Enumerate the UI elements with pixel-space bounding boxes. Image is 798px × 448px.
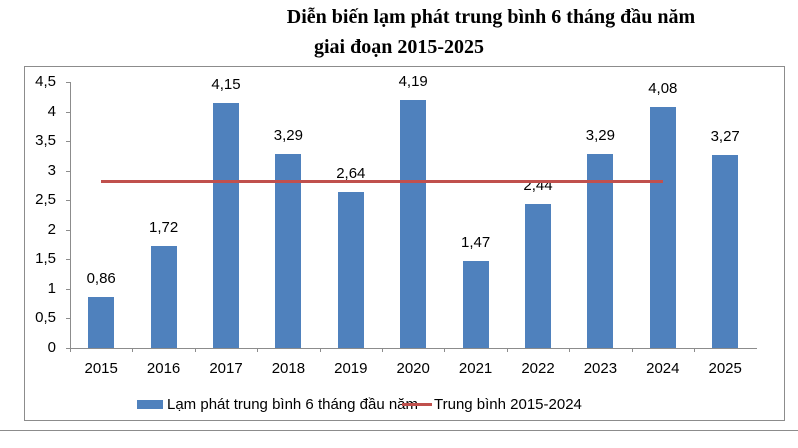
y-tick-label: 1 bbox=[47, 279, 56, 297]
average-line bbox=[101, 180, 663, 184]
x-tick-mark bbox=[194, 348, 196, 352]
legend-item-line: Trung bình 2015-2024 bbox=[402, 396, 582, 413]
x-tick-label-2021: 2021 bbox=[458, 360, 493, 377]
x-tick-label-2015: 2015 bbox=[84, 360, 118, 377]
bar-2021 bbox=[462, 261, 489, 348]
bar-2015 bbox=[88, 297, 115, 348]
y-tick-mark bbox=[66, 200, 70, 202]
bar-2025 bbox=[712, 154, 739, 348]
bar-2023 bbox=[587, 153, 614, 348]
x-tick-mark bbox=[631, 348, 633, 352]
bar-2024 bbox=[649, 106, 676, 348]
y-tick-mark bbox=[66, 170, 70, 172]
x-tick-label-2023: 2023 bbox=[583, 360, 618, 377]
chart-title-line-2: giai đoạn 2015-2025 bbox=[313, 36, 485, 58]
value-label-2025: 3,27 bbox=[710, 127, 740, 145]
y-tick-mark bbox=[66, 348, 70, 349]
bar-2016 bbox=[150, 246, 177, 348]
bar-2017 bbox=[213, 102, 239, 348]
x-tick-label-2025: 2025 bbox=[708, 360, 742, 377]
chart-title-line-1: Diễn biến lạm phát trung bình 6 tháng đầ… bbox=[286, 6, 696, 28]
x-tick-label-2019: 2019 bbox=[334, 360, 368, 377]
y-tick-label: 2,5 bbox=[35, 191, 56, 209]
y-tick-label: 4 bbox=[47, 102, 56, 120]
x-tick-mark bbox=[70, 348, 71, 352]
y-tick-label: 4,5 bbox=[35, 73, 56, 90]
legend: Lạm phát trung bình 6 tháng đầu năm Trun… bbox=[0, 396, 798, 416]
x-tick-mark bbox=[319, 348, 321, 352]
value-label-2018: 3,29 bbox=[273, 126, 303, 144]
legend-bar-swatch-icon bbox=[137, 400, 163, 409]
y-tick-label: 2 bbox=[47, 220, 56, 238]
value-label-2016: 1,72 bbox=[148, 219, 179, 237]
y-tick-mark bbox=[66, 229, 70, 231]
bar-2020 bbox=[400, 100, 427, 348]
value-label-2015: 0,86 bbox=[86, 270, 116, 288]
y-tick-label: 1,5 bbox=[35, 250, 56, 268]
legend-line-label: Trung bình 2015-2024 bbox=[434, 396, 582, 413]
y-tick-label: 3,5 bbox=[35, 132, 56, 150]
chart-frame bbox=[24, 66, 785, 421]
y-tick-label: 0,5 bbox=[35, 309, 56, 327]
divider bbox=[0, 430, 798, 431]
y-tick-mark bbox=[66, 111, 70, 113]
y-tick-label: 3 bbox=[47, 161, 56, 179]
x-tick-mark bbox=[506, 348, 508, 352]
x-tick-mark bbox=[444, 348, 446, 352]
value-label-2020: 4,19 bbox=[398, 73, 428, 91]
x-tick-mark bbox=[569, 348, 571, 352]
bar-2022 bbox=[525, 203, 551, 348]
x-tick-label-2020: 2020 bbox=[396, 360, 430, 377]
y-axis bbox=[70, 82, 71, 348]
bar-2019 bbox=[337, 191, 364, 348]
y-tick-mark bbox=[66, 288, 70, 290]
value-label-2023: 3,29 bbox=[585, 126, 615, 144]
x-tick-mark bbox=[257, 348, 259, 352]
value-label-2019: 2,64 bbox=[336, 164, 366, 182]
y-tick-mark bbox=[66, 318, 70, 320]
x-tick-label-2017: 2017 bbox=[209, 360, 243, 377]
bar-2018 bbox=[275, 153, 302, 348]
legend-bar-label: Lạm phát trung bình 6 tháng đầu năm bbox=[167, 396, 419, 413]
legend-item-bar: Lạm phát trung bình 6 tháng đầu năm bbox=[137, 396, 418, 413]
x-tick-mark bbox=[382, 348, 383, 352]
x-tick-label-2018: 2018 bbox=[271, 360, 306, 377]
x-axis bbox=[70, 348, 757, 349]
value-label-2024: 4,08 bbox=[648, 79, 678, 97]
y-tick-mark bbox=[66, 259, 70, 261]
legend-line-swatch-icon bbox=[402, 403, 432, 406]
y-tick-label: 0 bbox=[47, 339, 56, 356]
x-tick-label-2024: 2024 bbox=[646, 360, 680, 377]
value-label-2021: 1,47 bbox=[460, 234, 491, 252]
x-tick-label-2016: 2016 bbox=[146, 360, 181, 377]
x-tick-mark bbox=[132, 348, 134, 352]
y-tick-mark bbox=[66, 141, 70, 143]
y-tick-mark bbox=[66, 82, 70, 83]
x-tick-label-2022: 2022 bbox=[521, 360, 555, 377]
value-label-2017: 4,15 bbox=[211, 75, 241, 93]
x-tick-mark bbox=[694, 348, 695, 352]
